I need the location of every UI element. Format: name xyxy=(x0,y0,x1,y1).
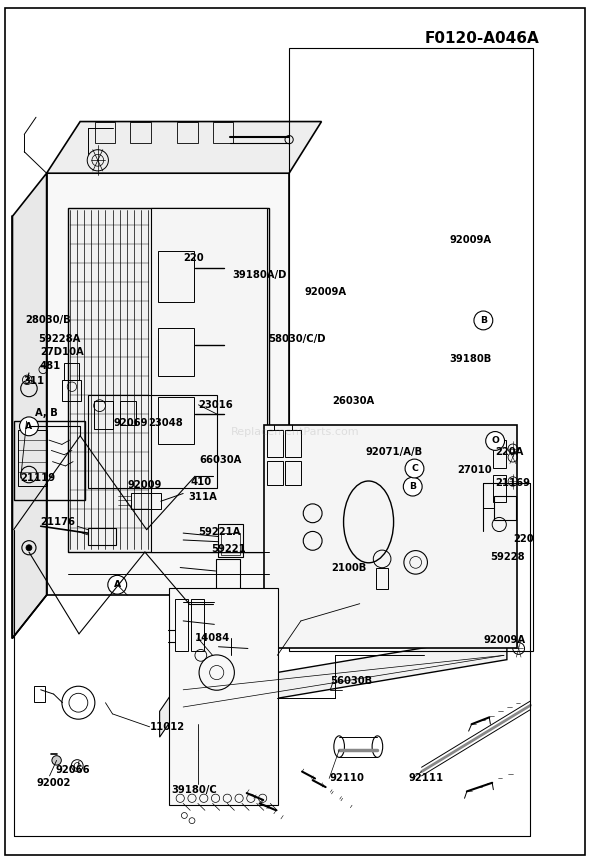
Bar xyxy=(88,395,217,488)
Text: 311: 311 xyxy=(23,375,44,386)
Bar xyxy=(151,208,267,552)
Circle shape xyxy=(26,545,32,551)
Bar xyxy=(95,122,116,143)
Text: 2100B: 2100B xyxy=(332,563,367,572)
Bar xyxy=(218,638,231,655)
Text: 59221: 59221 xyxy=(211,544,246,553)
Text: 92009: 92009 xyxy=(127,480,162,490)
Circle shape xyxy=(404,477,422,496)
Text: 92009A: 92009A xyxy=(483,635,526,645)
Bar xyxy=(14,421,86,501)
Circle shape xyxy=(108,576,127,594)
Bar xyxy=(18,430,47,486)
Text: 27D10A: 27D10A xyxy=(41,347,84,357)
Polygon shape xyxy=(174,633,507,715)
Text: 220A: 220A xyxy=(495,447,523,457)
Text: 92110: 92110 xyxy=(329,773,364,784)
Text: O: O xyxy=(491,437,499,445)
Polygon shape xyxy=(160,690,174,737)
Bar xyxy=(94,401,113,429)
Bar xyxy=(191,600,204,651)
Bar xyxy=(169,589,278,805)
Bar xyxy=(64,362,79,380)
Text: 92009A: 92009A xyxy=(449,236,491,245)
Bar xyxy=(221,533,240,555)
Circle shape xyxy=(52,756,61,765)
Text: 59228A: 59228A xyxy=(38,333,80,343)
Circle shape xyxy=(405,459,424,478)
Text: 220: 220 xyxy=(513,534,533,544)
Text: 21119: 21119 xyxy=(21,473,56,483)
Text: 92071/A/B: 92071/A/B xyxy=(366,447,423,457)
Text: 59228: 59228 xyxy=(490,552,525,562)
Bar xyxy=(267,430,283,457)
Bar xyxy=(264,425,517,648)
Text: 56030B: 56030B xyxy=(330,677,372,686)
Text: A: A xyxy=(114,580,121,589)
Bar xyxy=(285,430,301,457)
Text: 21169: 21169 xyxy=(495,478,530,488)
Text: 92009A: 92009A xyxy=(304,287,346,297)
Bar xyxy=(214,594,231,613)
Text: 410: 410 xyxy=(190,477,211,488)
Bar xyxy=(177,122,198,143)
Text: A, B: A, B xyxy=(35,407,58,418)
Bar xyxy=(267,461,283,485)
Text: ReplacementParts.com: ReplacementParts.com xyxy=(231,426,359,437)
Text: 23048: 23048 xyxy=(148,418,182,428)
Text: 92111: 92111 xyxy=(409,773,444,784)
Bar xyxy=(212,122,233,143)
Text: 59221A: 59221A xyxy=(198,527,240,538)
Bar xyxy=(132,494,161,509)
Bar xyxy=(289,48,533,651)
Text: 58030/C/D: 58030/C/D xyxy=(268,334,326,344)
Bar xyxy=(285,461,301,485)
Bar xyxy=(88,528,116,545)
Bar xyxy=(130,122,151,143)
Polygon shape xyxy=(47,173,289,595)
Bar xyxy=(214,615,229,633)
Text: 23016: 23016 xyxy=(198,400,233,410)
Bar xyxy=(493,475,506,502)
Text: B: B xyxy=(409,482,416,491)
Text: 26030A: 26030A xyxy=(333,395,375,406)
Text: 28030/B: 28030/B xyxy=(25,315,71,324)
Bar xyxy=(68,208,268,552)
Text: C: C xyxy=(411,464,418,473)
Text: 21176: 21176 xyxy=(41,517,76,527)
Bar xyxy=(159,328,194,375)
Text: 311A: 311A xyxy=(188,492,217,502)
Circle shape xyxy=(474,311,493,330)
Circle shape xyxy=(19,417,38,436)
Bar xyxy=(34,686,45,702)
Text: 14084: 14084 xyxy=(195,633,230,643)
Bar xyxy=(63,380,81,401)
Bar xyxy=(175,600,188,651)
Bar xyxy=(159,397,194,444)
Text: 39180B: 39180B xyxy=(449,354,491,364)
Text: 11012: 11012 xyxy=(150,721,185,732)
Text: 66030A: 66030A xyxy=(199,455,242,465)
Text: 39180A/D: 39180A/D xyxy=(232,270,287,280)
Bar xyxy=(159,250,194,302)
Bar xyxy=(120,401,136,425)
Text: B: B xyxy=(480,316,487,325)
Text: 92069: 92069 xyxy=(114,418,148,428)
Circle shape xyxy=(486,432,504,450)
Text: 39180/C: 39180/C xyxy=(171,784,217,795)
Bar xyxy=(494,496,516,520)
Bar xyxy=(493,440,506,468)
Text: F0120-A046A: F0120-A046A xyxy=(424,30,539,46)
Bar xyxy=(376,568,388,589)
Bar xyxy=(218,525,243,557)
Text: 92002: 92002 xyxy=(36,778,70,788)
Polygon shape xyxy=(12,173,47,638)
Text: 220: 220 xyxy=(183,253,204,262)
Polygon shape xyxy=(47,122,322,173)
Text: 92066: 92066 xyxy=(55,765,90,775)
Text: 481: 481 xyxy=(40,361,61,371)
Bar xyxy=(215,559,240,592)
Text: A: A xyxy=(25,422,32,431)
Text: 27010: 27010 xyxy=(457,465,491,476)
